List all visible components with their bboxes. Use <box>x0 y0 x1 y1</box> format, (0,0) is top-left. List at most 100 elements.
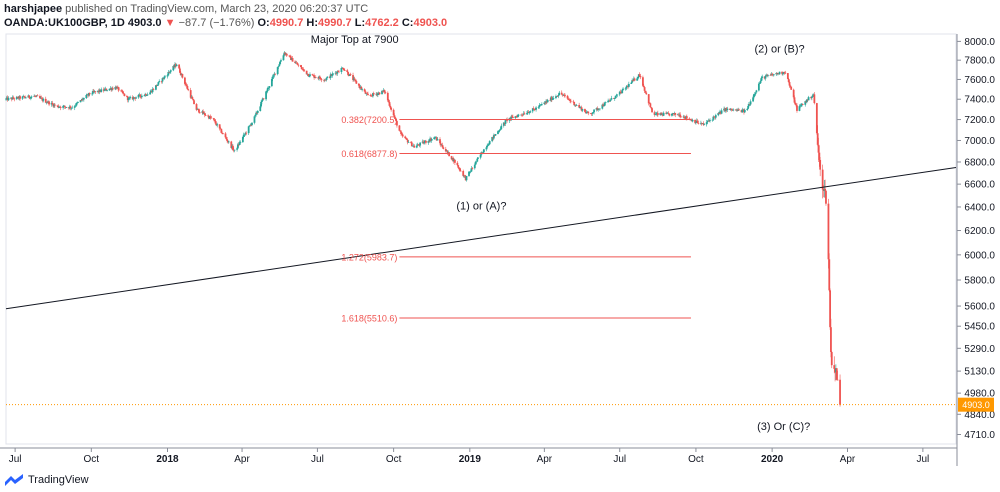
candle-body[interactable] <box>531 108 534 112</box>
candle-body[interactable] <box>202 111 205 114</box>
candle-body[interactable] <box>488 141 491 145</box>
candle-body[interactable] <box>502 122 505 126</box>
candle-body[interactable] <box>117 87 120 91</box>
candle-body[interactable] <box>343 70 346 71</box>
candle-body[interactable] <box>752 97 754 102</box>
candle-body[interactable] <box>265 91 267 100</box>
candle-body[interactable] <box>278 64 281 67</box>
wave-annotation[interactable]: (2) or (B)? <box>755 44 805 56</box>
candle-body[interactable] <box>167 71 170 76</box>
candle-body[interactable] <box>59 106 62 108</box>
candle-body[interactable] <box>309 74 311 77</box>
candle-body[interactable] <box>668 113 671 116</box>
candle-body[interactable] <box>459 170 462 172</box>
candle-body[interactable] <box>232 145 234 150</box>
candle-body[interactable] <box>122 93 125 94</box>
candle-body[interactable] <box>160 81 163 82</box>
candle-body[interactable] <box>381 90 383 95</box>
candle-body[interactable] <box>804 101 807 105</box>
candle-body[interactable] <box>361 89 364 90</box>
candle-body[interactable] <box>100 89 103 92</box>
candle-body[interactable] <box>644 90 647 93</box>
candle-body[interactable] <box>419 142 422 146</box>
candle-body[interactable] <box>633 78 636 81</box>
candle-body[interactable] <box>836 379 839 381</box>
candle-body[interactable] <box>624 88 627 90</box>
candle-body[interactable] <box>575 104 578 106</box>
candle-body[interactable] <box>179 68 181 73</box>
candle-body[interactable] <box>645 92 648 95</box>
candle-body[interactable] <box>289 55 291 57</box>
candle-body[interactable] <box>355 81 358 84</box>
tradingview-logo-icon[interactable] <box>4 473 24 487</box>
candle-body[interactable] <box>137 94 140 98</box>
candle-body[interactable] <box>149 92 152 95</box>
candle-body[interactable] <box>186 85 189 90</box>
candle-body[interactable] <box>487 145 489 146</box>
candle-body[interactable] <box>329 74 332 78</box>
candle-body[interactable] <box>471 168 474 169</box>
candle-body[interactable] <box>760 77 763 81</box>
candle-body[interactable] <box>492 135 495 139</box>
candle-body[interactable] <box>145 94 147 96</box>
candle-body[interactable] <box>76 102 79 104</box>
candle-body[interactable] <box>178 64 181 69</box>
candle-body[interactable] <box>80 100 83 101</box>
candle-body[interactable] <box>439 139 441 144</box>
candle-body[interactable] <box>593 109 595 113</box>
candle-body[interactable] <box>456 162 459 166</box>
candle-body[interactable] <box>184 83 187 85</box>
candle-body[interactable] <box>15 96 18 100</box>
candle-body[interactable] <box>810 96 813 99</box>
candle-body[interactable] <box>390 107 393 110</box>
candle-body[interactable] <box>337 71 340 72</box>
candle-body[interactable] <box>169 70 172 72</box>
candle-body[interactable] <box>533 109 536 110</box>
candle-body[interactable] <box>280 60 282 62</box>
candle-body[interactable] <box>638 74 641 77</box>
candle-body[interactable] <box>827 203 830 260</box>
candle-body[interactable] <box>227 141 229 143</box>
candle-body[interactable] <box>405 138 408 140</box>
candle-body[interactable] <box>546 99 549 103</box>
candle-body[interactable] <box>749 101 752 105</box>
candle-body[interactable] <box>157 82 160 85</box>
candle-body[interactable] <box>340 68 343 73</box>
candle-body[interactable] <box>828 259 831 291</box>
candle-body[interactable] <box>378 92 381 95</box>
candle-body[interactable] <box>291 58 294 62</box>
candle-body[interactable] <box>753 94 756 95</box>
candle-body[interactable] <box>792 89 795 98</box>
candle-body[interactable] <box>516 115 519 118</box>
candle-body[interactable] <box>172 65 175 71</box>
candle-body[interactable] <box>767 75 769 76</box>
candle-body[interactable] <box>360 87 363 90</box>
candle-body[interactable] <box>164 76 166 78</box>
candle-body[interactable] <box>642 85 645 88</box>
candle-body[interactable] <box>313 75 316 78</box>
candle-body[interactable] <box>679 114 682 117</box>
candle-body[interactable] <box>632 80 634 81</box>
candle-body[interactable] <box>155 85 157 90</box>
candle-body[interactable] <box>413 145 416 148</box>
candle-body[interactable] <box>218 124 221 129</box>
author-name[interactable]: harshjapee <box>4 3 63 15</box>
candle-body[interactable] <box>129 97 132 99</box>
candle-body[interactable] <box>444 148 447 152</box>
candle-body[interactable] <box>209 116 212 118</box>
candle-body[interactable] <box>772 74 775 76</box>
candle-body[interactable] <box>294 61 296 64</box>
candle-body[interactable] <box>273 73 276 76</box>
candle-body[interactable] <box>801 104 804 105</box>
candle-body[interactable] <box>560 92 563 95</box>
candle-body[interactable] <box>821 169 824 190</box>
candle-body[interactable] <box>387 100 390 102</box>
candle-body[interactable] <box>526 113 528 115</box>
candle-body[interactable] <box>709 119 711 121</box>
candle-body[interactable] <box>561 94 564 96</box>
candle-body[interactable] <box>540 104 543 105</box>
candle-body[interactable] <box>479 154 482 158</box>
candle-body[interactable] <box>262 98 265 100</box>
candle-body[interactable] <box>406 139 409 143</box>
candle-body[interactable] <box>139 94 142 97</box>
